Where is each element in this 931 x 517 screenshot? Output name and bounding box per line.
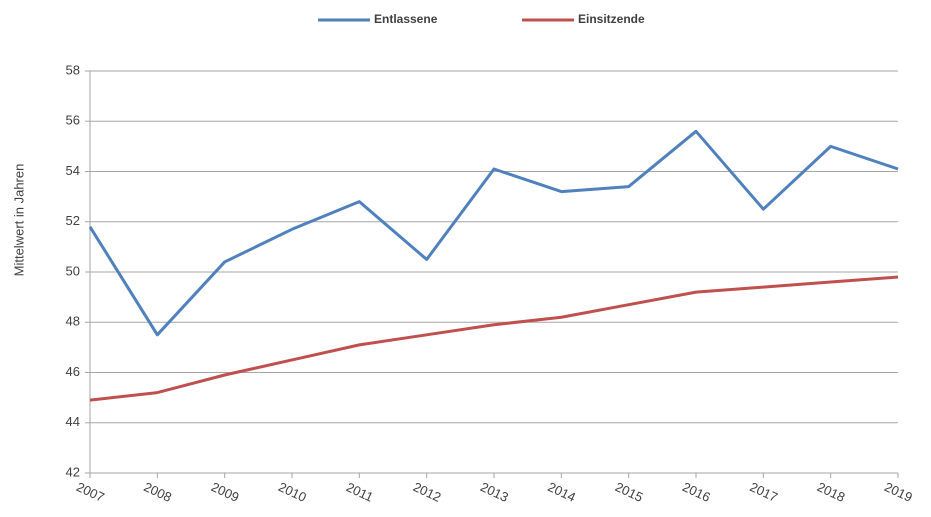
y-tick-label: 46 — [66, 364, 80, 379]
y-tick-label: 54 — [66, 163, 80, 178]
x-tick-label: 2011 — [344, 479, 376, 504]
y-tick-label: 52 — [66, 213, 80, 228]
x-tick-label: 2015 — [613, 479, 646, 505]
x-tick-label: 2008 — [142, 479, 175, 505]
x-tick-label: 2007 — [74, 479, 107, 505]
x-tick-label: 2012 — [411, 479, 444, 505]
x-tick-label: 2018 — [815, 479, 848, 505]
y-tick-label: 42 — [66, 464, 80, 479]
x-tick-label: 2017 — [748, 479, 781, 505]
x-tick-label: 2013 — [478, 479, 511, 505]
y-tick-label: 50 — [66, 263, 80, 278]
legend-label: Entlassene — [374, 12, 438, 26]
series-line — [88, 129, 899, 337]
y-tick-label: 44 — [66, 414, 80, 429]
y-tick-label: 48 — [66, 314, 80, 329]
x-tick-label: 2009 — [209, 479, 242, 505]
x-tick-label: 2019 — [882, 479, 915, 505]
legend-label: Einsitzende — [578, 12, 645, 26]
x-tick-label: 2016 — [680, 479, 713, 505]
y-tick-label: 56 — [66, 113, 80, 128]
y-axis-label: Mittelwert in Jahren — [11, 164, 26, 277]
x-tick-label: 2010 — [276, 479, 309, 505]
series-line — [89, 275, 899, 402]
x-tick-label: 2014 — [546, 479, 579, 505]
y-tick-label: 58 — [66, 62, 80, 77]
